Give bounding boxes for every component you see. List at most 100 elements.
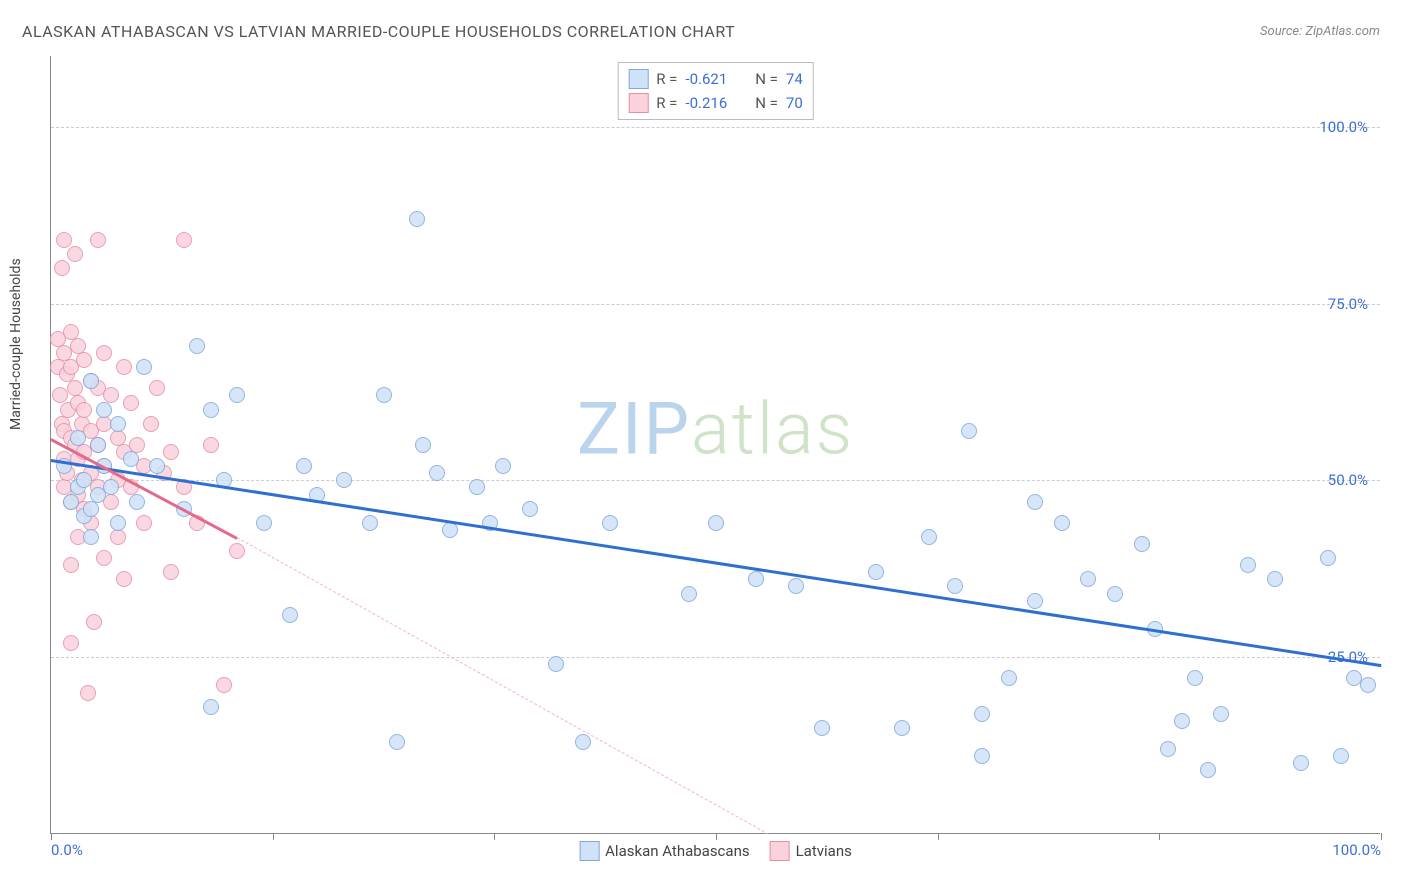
scatter-point xyxy=(282,607,298,623)
scatter-point xyxy=(149,458,165,474)
legend-r-label: R = xyxy=(656,94,677,112)
scatter-point xyxy=(110,529,126,545)
legend-item: Alaskan Athabascans xyxy=(579,841,749,861)
scatter-point xyxy=(961,423,977,439)
scatter-point xyxy=(116,571,132,587)
x-tick-label: 100.0% xyxy=(1332,841,1381,859)
scatter-point xyxy=(1240,557,1256,573)
scatter-point xyxy=(54,260,70,276)
scatter-point xyxy=(429,465,445,481)
series-legend: Alaskan Athabascans Latvians xyxy=(579,841,852,861)
scatter-point xyxy=(136,515,152,531)
gridline xyxy=(51,480,1380,481)
legend-series-name: Latvians xyxy=(796,842,852,860)
scatter-point xyxy=(96,550,112,566)
legend-n-value: 74 xyxy=(786,70,803,88)
scatter-point xyxy=(90,437,106,453)
scatter-point xyxy=(76,352,92,368)
scatter-point xyxy=(83,373,99,389)
scatter-point xyxy=(814,720,830,736)
scatter-point xyxy=(1174,713,1190,729)
legend-row: R = -0.216 N = 70 xyxy=(628,91,803,115)
scatter-point xyxy=(203,402,219,418)
x-tick xyxy=(716,833,717,840)
y-tick-label: 50.0% xyxy=(1328,471,1368,489)
gridline xyxy=(51,657,1380,658)
legend-swatch xyxy=(579,841,599,861)
scatter-point xyxy=(296,458,312,474)
chart-title: ALASKAN ATHABASCAN VS LATVIAN MARRIED-CO… xyxy=(22,22,735,41)
plot-area: ZIPatlas R =-0.621N =74R =-0.216N =70 Al… xyxy=(50,56,1380,834)
scatter-point xyxy=(1160,741,1176,757)
scatter-point xyxy=(1001,670,1017,686)
scatter-point xyxy=(469,479,485,495)
scatter-point xyxy=(1333,748,1349,764)
scatter-point xyxy=(974,706,990,722)
gridline xyxy=(51,127,1380,128)
x-tick xyxy=(1381,833,1382,840)
scatter-point xyxy=(1107,586,1123,602)
scatter-point xyxy=(681,586,697,602)
scatter-point xyxy=(149,380,165,396)
y-axis-label: Married-couple Households xyxy=(8,258,24,430)
legend-n-value: 70 xyxy=(786,94,803,112)
scatter-point xyxy=(1320,550,1336,566)
scatter-point xyxy=(203,437,219,453)
scatter-point xyxy=(1267,571,1283,587)
scatter-point xyxy=(748,571,764,587)
legend-r-label: R = xyxy=(656,70,677,88)
legend-r-value: -0.216 xyxy=(685,94,727,112)
legend-series-name: Alaskan Athabascans xyxy=(605,842,749,860)
scatter-point xyxy=(788,578,804,594)
legend-row: R =-0.621N =74 xyxy=(628,67,803,91)
trend-line xyxy=(237,537,769,835)
scatter-point xyxy=(921,529,937,545)
scatter-point xyxy=(143,416,159,432)
scatter-point xyxy=(123,451,139,467)
scatter-point xyxy=(415,437,431,453)
scatter-point xyxy=(409,211,425,227)
scatter-point xyxy=(442,522,458,538)
scatter-point xyxy=(256,515,272,531)
scatter-point xyxy=(116,359,132,375)
scatter-point xyxy=(708,515,724,531)
scatter-point xyxy=(203,699,219,715)
scatter-point xyxy=(123,395,139,411)
scatter-point xyxy=(86,614,102,630)
trend-line xyxy=(51,459,1381,667)
correlation-legend: R =-0.621N =74R =-0.216N =70 xyxy=(617,62,814,120)
scatter-point xyxy=(229,543,245,559)
scatter-point xyxy=(63,635,79,651)
scatter-point xyxy=(176,232,192,248)
scatter-point xyxy=(83,529,99,545)
scatter-point xyxy=(1080,571,1096,587)
scatter-point xyxy=(110,515,126,531)
scatter-point xyxy=(522,501,538,517)
scatter-point xyxy=(163,444,179,460)
scatter-point xyxy=(70,430,86,446)
scatter-point xyxy=(90,232,106,248)
scatter-point xyxy=(76,472,92,488)
scatter-point xyxy=(189,338,205,354)
scatter-point xyxy=(1027,494,1043,510)
scatter-point xyxy=(110,416,126,432)
scatter-point xyxy=(947,578,963,594)
scatter-point xyxy=(1027,593,1043,609)
scatter-point xyxy=(56,232,72,248)
scatter-point xyxy=(1360,677,1376,693)
legend-swatch xyxy=(628,69,648,89)
scatter-point xyxy=(1200,762,1216,778)
scatter-point xyxy=(63,557,79,573)
scatter-point xyxy=(362,515,378,531)
scatter-point xyxy=(83,501,99,517)
legend-n-label: N = xyxy=(755,94,778,112)
scatter-point xyxy=(216,677,232,693)
scatter-point xyxy=(1134,536,1150,552)
scatter-point xyxy=(602,515,618,531)
scatter-point xyxy=(376,387,392,403)
scatter-point xyxy=(103,479,119,495)
scatter-point xyxy=(163,564,179,580)
scatter-point xyxy=(974,748,990,764)
legend-swatch xyxy=(770,841,790,861)
scatter-point xyxy=(76,402,92,418)
